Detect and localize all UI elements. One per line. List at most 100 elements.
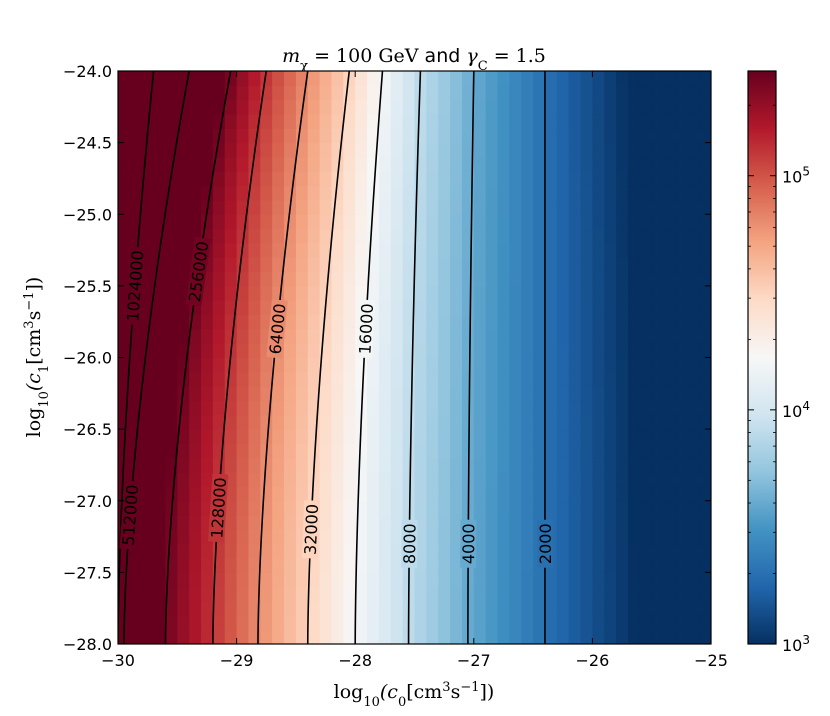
heatmap-cell bbox=[118, 199, 131, 215]
heatmap-cell bbox=[319, 500, 333, 516]
heatmap-cell bbox=[272, 586, 285, 602]
heatmap-cell bbox=[426, 543, 439, 559]
heatmap-cell bbox=[473, 71, 487, 86]
x-tick-label: −26 bbox=[576, 651, 610, 670]
heatmap-cell bbox=[616, 257, 629, 273]
heatmap-cell bbox=[627, 500, 641, 516]
heatmap-cell bbox=[450, 457, 463, 473]
heatmap-cell bbox=[367, 214, 380, 230]
heatmap-cell bbox=[450, 228, 463, 244]
heatmap-cell bbox=[295, 343, 309, 359]
heatmap-cell bbox=[378, 156, 392, 172]
heatmap-cell bbox=[473, 400, 487, 416]
heatmap-cell bbox=[153, 343, 167, 359]
heatmap-cell bbox=[461, 142, 475, 158]
heatmap-cell bbox=[224, 586, 238, 602]
heatmap-cell bbox=[687, 429, 700, 445]
heatmap-cell bbox=[639, 199, 653, 215]
heatmap-cell bbox=[521, 343, 534, 359]
heatmap-cell bbox=[426, 472, 439, 488]
heatmap-cell bbox=[248, 500, 261, 516]
heatmap-cell bbox=[307, 371, 321, 387]
heatmap-cell bbox=[663, 113, 677, 129]
heatmap-cell bbox=[260, 128, 273, 144]
heatmap-cell bbox=[663, 386, 677, 402]
heatmap-cell bbox=[284, 558, 297, 573]
heatmap-cell bbox=[248, 386, 261, 402]
heatmap-cell bbox=[378, 85, 392, 101]
heatmap-cell bbox=[450, 257, 463, 273]
heatmap-cell bbox=[580, 429, 593, 445]
heatmap-cell bbox=[224, 543, 238, 559]
heatmap-cell bbox=[343, 414, 356, 430]
heatmap-cell bbox=[378, 285, 392, 301]
heatmap-cell bbox=[533, 257, 546, 273]
heatmap-cell bbox=[639, 515, 653, 530]
heatmap-cell bbox=[236, 214, 250, 230]
heatmap-cell bbox=[568, 601, 582, 616]
heatmap-cell bbox=[331, 629, 344, 644]
heatmap-cell bbox=[438, 400, 451, 416]
heatmap-cell bbox=[616, 371, 629, 387]
heatmap-cell bbox=[153, 586, 167, 602]
x-tick-label: −27 bbox=[457, 651, 491, 670]
heatmap-cell bbox=[699, 414, 711, 430]
heatmap-cell bbox=[509, 472, 522, 488]
heatmap-cell bbox=[651, 171, 665, 187]
heatmap-cell bbox=[248, 242, 261, 258]
heatmap-cell bbox=[521, 257, 534, 273]
heatmap-cell bbox=[556, 71, 570, 86]
heatmap-cell bbox=[592, 314, 605, 330]
heatmap-cell bbox=[331, 328, 344, 344]
heatmap-cell bbox=[165, 615, 178, 631]
heatmap-cell bbox=[675, 271, 688, 287]
heatmap-cell bbox=[592, 500, 605, 516]
heatmap-cell bbox=[295, 472, 309, 488]
heatmap-cell bbox=[438, 343, 451, 359]
heatmap-cell bbox=[141, 429, 155, 445]
heatmap-cell bbox=[521, 228, 534, 244]
contour-label-8000: 8000 bbox=[400, 519, 420, 568]
heatmap-cell bbox=[129, 142, 143, 158]
heatmap-cell bbox=[568, 529, 582, 545]
heatmap-cell bbox=[414, 371, 427, 387]
heatmap-cell bbox=[331, 214, 344, 230]
heatmap-cell bbox=[497, 85, 510, 101]
heatmap-cell bbox=[331, 529, 344, 545]
heatmap-cell bbox=[497, 228, 510, 244]
heatmap-cell bbox=[355, 486, 368, 502]
heatmap-cell bbox=[355, 156, 368, 172]
heatmap-cell bbox=[592, 529, 605, 545]
x-tick-label: −25 bbox=[694, 651, 728, 670]
heatmap-cell bbox=[307, 429, 321, 445]
heatmap-cell bbox=[450, 300, 463, 316]
heatmap-cell bbox=[509, 314, 522, 330]
heatmap-cell bbox=[509, 629, 522, 644]
heatmap-cell bbox=[201, 343, 214, 359]
heatmap-cell bbox=[485, 300, 499, 316]
heatmap-cell bbox=[485, 400, 499, 416]
heatmap-cell bbox=[426, 629, 439, 644]
heatmap-cell bbox=[343, 271, 356, 287]
heatmap-cell bbox=[699, 185, 711, 201]
heatmap-cell bbox=[307, 156, 321, 172]
heatmap-cell bbox=[165, 314, 178, 330]
heatmap-cell bbox=[592, 400, 605, 416]
heatmap-cell bbox=[224, 486, 238, 502]
heatmap-cell bbox=[473, 343, 487, 359]
heatmap-cell bbox=[473, 300, 487, 316]
heatmap-cell bbox=[307, 242, 321, 258]
heatmap-cell bbox=[533, 285, 546, 301]
heatmap-cell bbox=[177, 457, 190, 473]
heatmap-cell bbox=[141, 572, 155, 588]
heatmap-cell bbox=[675, 99, 688, 115]
heatmap-cell bbox=[533, 572, 546, 588]
contour-label-bg bbox=[266, 299, 288, 359]
heatmap-cell bbox=[236, 357, 250, 373]
heatmap-cell bbox=[473, 457, 487, 473]
heatmap-cell bbox=[355, 629, 368, 644]
heatmap-cell bbox=[319, 601, 333, 616]
heatmap-cell bbox=[307, 285, 321, 301]
heatmap-cell bbox=[461, 429, 475, 445]
heatmap-cell bbox=[450, 414, 463, 430]
